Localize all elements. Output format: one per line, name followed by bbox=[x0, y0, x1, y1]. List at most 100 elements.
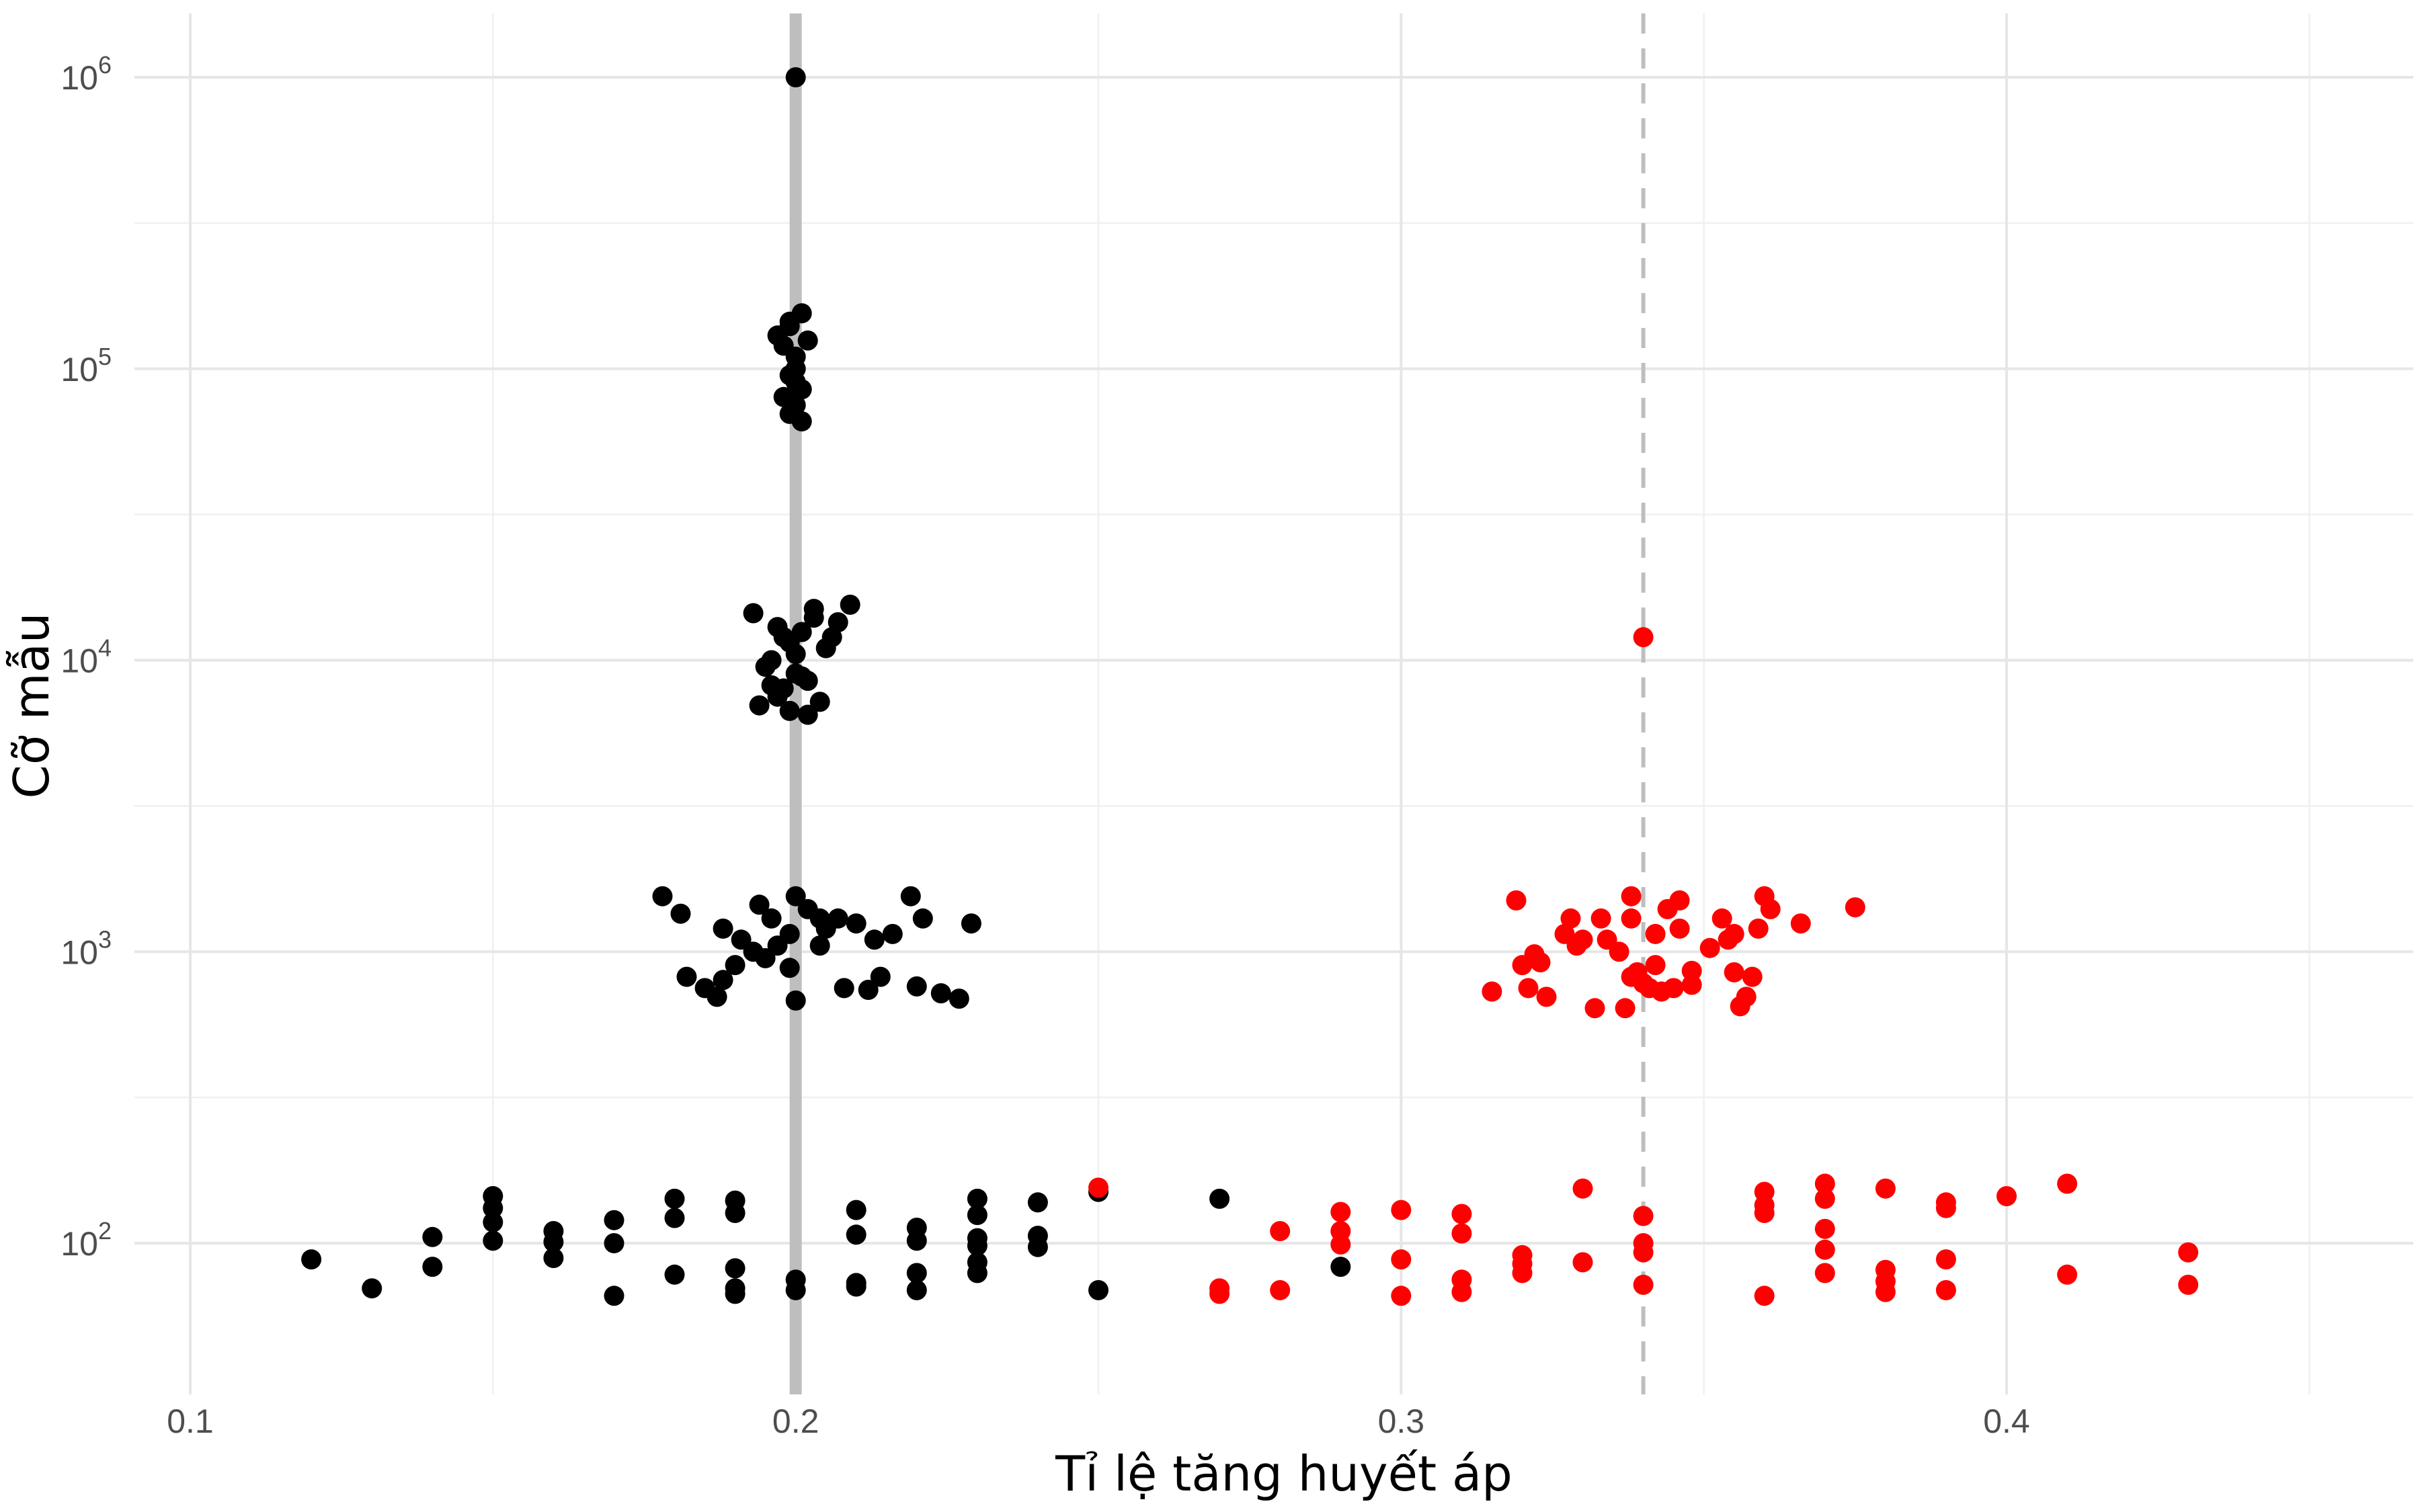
black-data-point bbox=[846, 1276, 866, 1297]
red-data-point bbox=[1875, 1178, 1896, 1199]
red-data-point bbox=[1572, 1178, 1593, 1199]
red-data-point bbox=[1681, 974, 1702, 995]
red-data-point bbox=[1814, 1173, 1835, 1194]
red-data-point bbox=[2057, 1173, 2078, 1194]
y-tick-base: 10 bbox=[61, 59, 98, 97]
red-data-point bbox=[2178, 1242, 2199, 1263]
red-data-point bbox=[1742, 966, 1763, 987]
red-data-point bbox=[1748, 918, 1769, 939]
y-tick-exponent: 5 bbox=[98, 343, 112, 370]
black-data-point bbox=[422, 1257, 443, 1277]
black-data-point bbox=[670, 903, 691, 924]
red-data-point bbox=[1482, 981, 1502, 1002]
black-data-point bbox=[676, 966, 697, 987]
y-tick-exponent: 6 bbox=[98, 51, 112, 79]
red-data-point bbox=[1718, 929, 1738, 950]
black-data-point bbox=[967, 1188, 987, 1209]
black-data-point bbox=[870, 966, 891, 987]
black-data-point bbox=[779, 923, 800, 944]
red-data-point bbox=[1391, 1286, 1412, 1306]
black-data-point bbox=[664, 1264, 685, 1285]
black-data-point bbox=[664, 1188, 685, 1209]
black-data-point bbox=[483, 1212, 503, 1232]
black-data-point bbox=[725, 955, 745, 976]
y-tick-base: 10 bbox=[61, 1225, 98, 1263]
black-data-point bbox=[930, 983, 951, 1004]
black-data-point bbox=[767, 617, 788, 638]
black-data-point bbox=[791, 666, 812, 687]
black-data-point bbox=[1088, 1279, 1108, 1300]
y-tick-base: 10 bbox=[61, 351, 98, 388]
red-data-point bbox=[1875, 1282, 1896, 1302]
black-data-point bbox=[791, 411, 812, 431]
x-tick-label: 0.1 bbox=[167, 1402, 214, 1440]
black-data-point bbox=[846, 1200, 866, 1220]
red-data-point bbox=[1615, 998, 1636, 1019]
red-data-point bbox=[1669, 918, 1690, 939]
black-data-point bbox=[725, 1284, 745, 1304]
red-data-point bbox=[1330, 1202, 1351, 1222]
black-data-point bbox=[785, 886, 806, 907]
red-data-point bbox=[1711, 908, 1732, 929]
x-tick-label: 0.4 bbox=[1983, 1402, 2030, 1440]
red-data-point bbox=[1790, 913, 1811, 934]
red-data-point bbox=[1330, 1234, 1351, 1255]
y-tick-label: 106 bbox=[61, 51, 112, 97]
red-data-point bbox=[1754, 1203, 1775, 1223]
black-data-point bbox=[761, 650, 782, 671]
red-data-point bbox=[1590, 908, 1611, 929]
black-data-point bbox=[749, 894, 770, 915]
black-data-point bbox=[543, 1248, 564, 1268]
red-data-point bbox=[1669, 890, 1690, 911]
black-data-point bbox=[821, 627, 842, 648]
black-data-point bbox=[906, 1263, 927, 1284]
black-data-point bbox=[779, 632, 800, 653]
red-data-point bbox=[2178, 1274, 2199, 1295]
red-data-point bbox=[1088, 1177, 1108, 1198]
black-data-point bbox=[1027, 1236, 1048, 1257]
red-data-point bbox=[1572, 1252, 1593, 1273]
black-data-point bbox=[749, 695, 770, 716]
black-data-point bbox=[912, 908, 933, 929]
y-tick-base: 10 bbox=[61, 642, 98, 680]
black-data-point bbox=[761, 908, 782, 929]
red-data-point bbox=[1699, 937, 1720, 958]
black-data-point bbox=[1330, 1257, 1351, 1277]
black-data-point bbox=[797, 330, 818, 351]
data-points bbox=[301, 67, 2199, 1306]
black-data-point bbox=[961, 913, 981, 934]
x-axis-tick-labels: 0.1 0.2 0.3 0.4 bbox=[167, 1402, 2030, 1440]
y-tick-exponent: 2 bbox=[98, 1217, 112, 1245]
black-data-point bbox=[906, 1230, 927, 1251]
black-data-point bbox=[725, 1203, 745, 1223]
red-data-point bbox=[1621, 966, 1642, 987]
black-data-point bbox=[755, 948, 776, 968]
y-tick-label: 103 bbox=[61, 925, 112, 971]
y-tick-label: 102 bbox=[61, 1217, 112, 1263]
red-data-point bbox=[1935, 1249, 1956, 1270]
red-data-point bbox=[1736, 986, 1757, 1007]
red-data-point bbox=[1663, 978, 1684, 999]
black-data-point bbox=[785, 358, 806, 379]
red-data-point bbox=[1621, 886, 1642, 907]
black-data-point bbox=[604, 1233, 624, 1253]
black-data-point bbox=[713, 970, 733, 991]
red-data-point bbox=[1451, 1223, 1472, 1244]
red-data-point bbox=[1530, 952, 1551, 972]
red-data-point bbox=[2057, 1264, 2078, 1285]
x-tick-label: 0.3 bbox=[1378, 1402, 1425, 1440]
y-axis-title: Cỡ mẫu bbox=[3, 612, 60, 798]
black-data-point bbox=[743, 603, 764, 624]
black-data-point bbox=[828, 908, 848, 929]
black-data-point bbox=[604, 1210, 624, 1230]
red-data-point bbox=[1566, 935, 1587, 956]
black-data-point bbox=[725, 1258, 745, 1279]
red-data-point bbox=[1845, 897, 1865, 918]
black-data-point bbox=[761, 675, 782, 696]
red-data-point bbox=[1451, 1204, 1472, 1224]
red-data-point bbox=[1724, 962, 1744, 982]
red-data-point bbox=[1814, 1239, 1835, 1260]
black-data-point bbox=[713, 918, 733, 939]
